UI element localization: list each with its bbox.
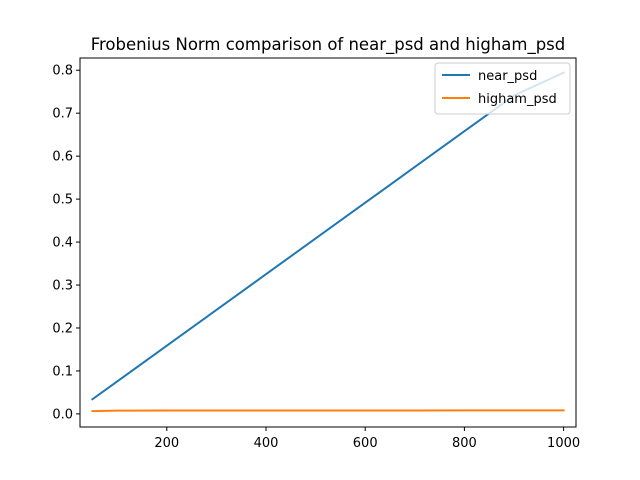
y-tick-label: 0.6	[52, 150, 73, 165]
series-line-near-psd	[91, 71, 565, 401]
y-tick-label: 0.2	[52, 321, 73, 336]
x-tick-label: 800	[452, 436, 477, 451]
legend: near_psd higham_psd	[434, 62, 571, 115]
y-tick-label: 0.5	[52, 193, 73, 208]
plot-area-frame	[79, 57, 577, 428]
y-tick-label: 0.7	[52, 107, 73, 122]
x-tick-label: 600	[353, 436, 378, 451]
legend-label-near-psd: near_psd	[478, 69, 537, 84]
y-tick-label: 0.8	[52, 64, 73, 79]
x-tick-label: 1000	[547, 436, 580, 451]
legend-label-higham-psd: higham_psd	[478, 92, 557, 107]
chart-title: Frobenius Norm comparison of near_psd an…	[91, 35, 566, 55]
x-axis-ticks: 200 400 600 800 1000	[154, 427, 580, 451]
y-tick-label: 0.0	[52, 407, 73, 422]
series-line-higham-psd	[91, 409, 565, 413]
x-tick-label: 400	[254, 436, 279, 451]
x-tick-label: 200	[154, 436, 179, 451]
y-tick-label: 0.3	[52, 279, 73, 294]
y-axis-ticks: 0.0 0.1 0.2 0.3 0.4 0.5 0.6 0.7 0.8	[52, 64, 80, 422]
y-tick-label: 0.4	[52, 236, 73, 251]
y-tick-label: 0.1	[52, 364, 73, 379]
series-layer	[91, 71, 565, 413]
